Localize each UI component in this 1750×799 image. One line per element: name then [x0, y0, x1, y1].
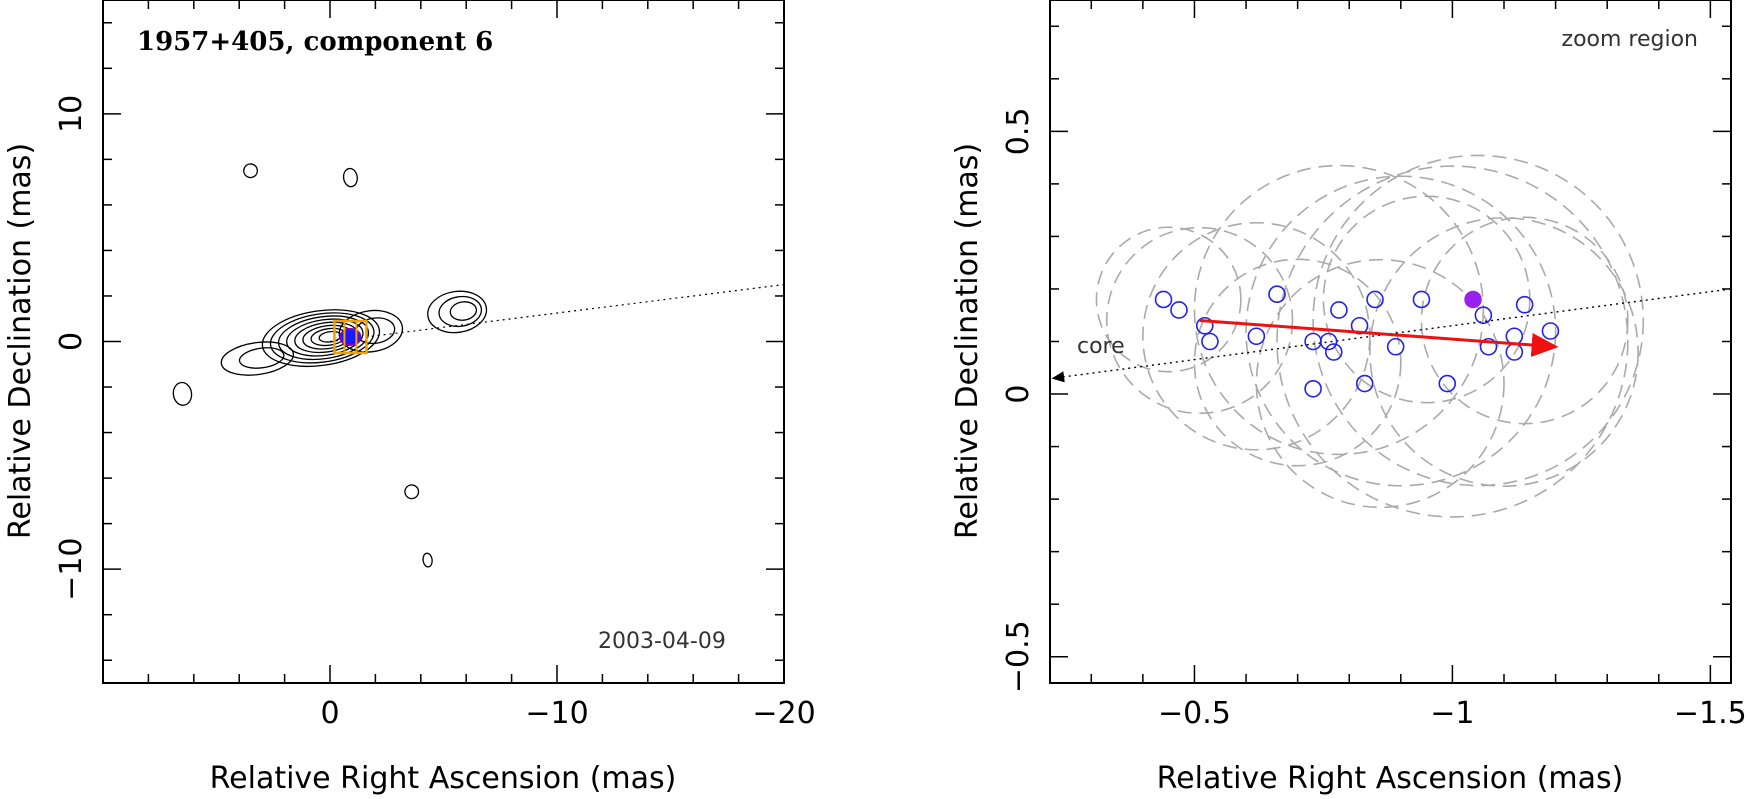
y-tick-label: 0 — [1001, 384, 1036, 403]
y-tick-label: −0.5 — [1001, 620, 1036, 693]
y-tick-label: 0 — [54, 332, 89, 351]
contour-line — [422, 552, 433, 568]
contour-line — [286, 318, 364, 357]
left-panel: 0 −10 −20 −10 0 10 1957+405, component 6 2003… — [3, 0, 816, 796]
position-point — [1366, 290, 1384, 309]
position-point — [1412, 290, 1431, 309]
contour-line — [238, 347, 285, 369]
position-point — [1479, 337, 1498, 356]
position-point — [1515, 295, 1534, 314]
contour-line — [318, 330, 342, 343]
x-tick-label: −10 — [525, 696, 588, 731]
position-point — [1505, 343, 1524, 361]
contour-line — [342, 167, 358, 188]
position-point — [1268, 285, 1286, 304]
left-x-axis-label: Relative Right Ascension (mas) — [210, 761, 677, 796]
error-circle — [1095, 226, 1242, 373]
position-point — [1304, 379, 1322, 398]
error-circle — [1255, 258, 1505, 509]
position-point — [1386, 337, 1405, 356]
contour-line — [438, 295, 483, 328]
right-ticks: −0.5 −1 −1.5 −0.5 0 0.5 — [1001, 0, 1747, 731]
y-tick-label: 0.5 — [1001, 107, 1036, 155]
left-date: 2003-04-09 — [598, 629, 726, 654]
y-tick-label: 10 — [54, 95, 89, 133]
contour-line — [220, 341, 295, 376]
right-x-axis-label: Relative Right Ascension (mas) — [1157, 761, 1624, 796]
error-circle — [1322, 195, 1531, 404]
position-point — [1304, 332, 1322, 351]
right-panel: −0.5 −1 −1.5 −0.5 0 0.5 zoom region core Rela… — [950, 0, 1747, 796]
highlight-point — [1464, 290, 1482, 309]
position-point — [1170, 301, 1188, 319]
contour-line — [261, 309, 381, 368]
error-circle — [1142, 221, 1371, 451]
right-plot-area — [1051, 154, 1731, 518]
contour-line — [269, 312, 375, 364]
contour-line — [243, 163, 259, 179]
x-tick-label: −20 — [752, 696, 815, 731]
error-circle — [1245, 175, 1557, 487]
y-tick-label: −10 — [54, 538, 89, 601]
error-circle — [1193, 164, 1485, 456]
contour-line — [449, 301, 478, 321]
right-y-axis-label: Relative Declination (mas) — [950, 143, 985, 539]
x-tick-label: −0.5 — [1158, 696, 1231, 731]
contour-line — [172, 381, 193, 406]
position-point — [1324, 343, 1343, 361]
core-label: core — [1077, 334, 1125, 359]
left-y-axis-label: Relative Declination (mas) — [3, 143, 38, 539]
position-point — [1319, 332, 1338, 351]
contour-line — [427, 290, 488, 334]
zoom-region-label: zoom region — [1562, 27, 1698, 52]
jet-axis-line — [329, 283, 784, 343]
left-plot-area — [172, 163, 784, 568]
left-ticks: 0 −10 −20 −10 0 10 — [54, 0, 816, 731]
error-circle — [1276, 165, 1629, 518]
error-circle — [1369, 217, 1639, 487]
x-tick-label: −1 — [1430, 696, 1474, 731]
position-point — [1201, 332, 1219, 351]
position-point — [1474, 306, 1493, 325]
position-point — [1247, 327, 1266, 346]
position-point — [1154, 290, 1173, 309]
contour-line — [404, 484, 420, 500]
contour-line — [338, 309, 404, 353]
left-title: 1957+405, component 6 — [137, 27, 493, 57]
error-circle — [1312, 154, 1645, 487]
x-tick-label: −1.5 — [1674, 696, 1747, 731]
contour-line — [277, 315, 370, 361]
motion-arrow — [1199, 318, 1559, 357]
error-circle — [1193, 258, 1402, 467]
position-point — [1330, 301, 1348, 319]
error-circle — [1420, 216, 1629, 425]
zoom-region-box — [333, 319, 368, 355]
x-tick-label: 0 — [320, 696, 339, 731]
error-circle — [1105, 226, 1294, 415]
position-point — [1355, 374, 1374, 393]
left-frame — [102, 0, 785, 684]
position-point — [1195, 316, 1214, 335]
position-point — [1438, 374, 1457, 393]
